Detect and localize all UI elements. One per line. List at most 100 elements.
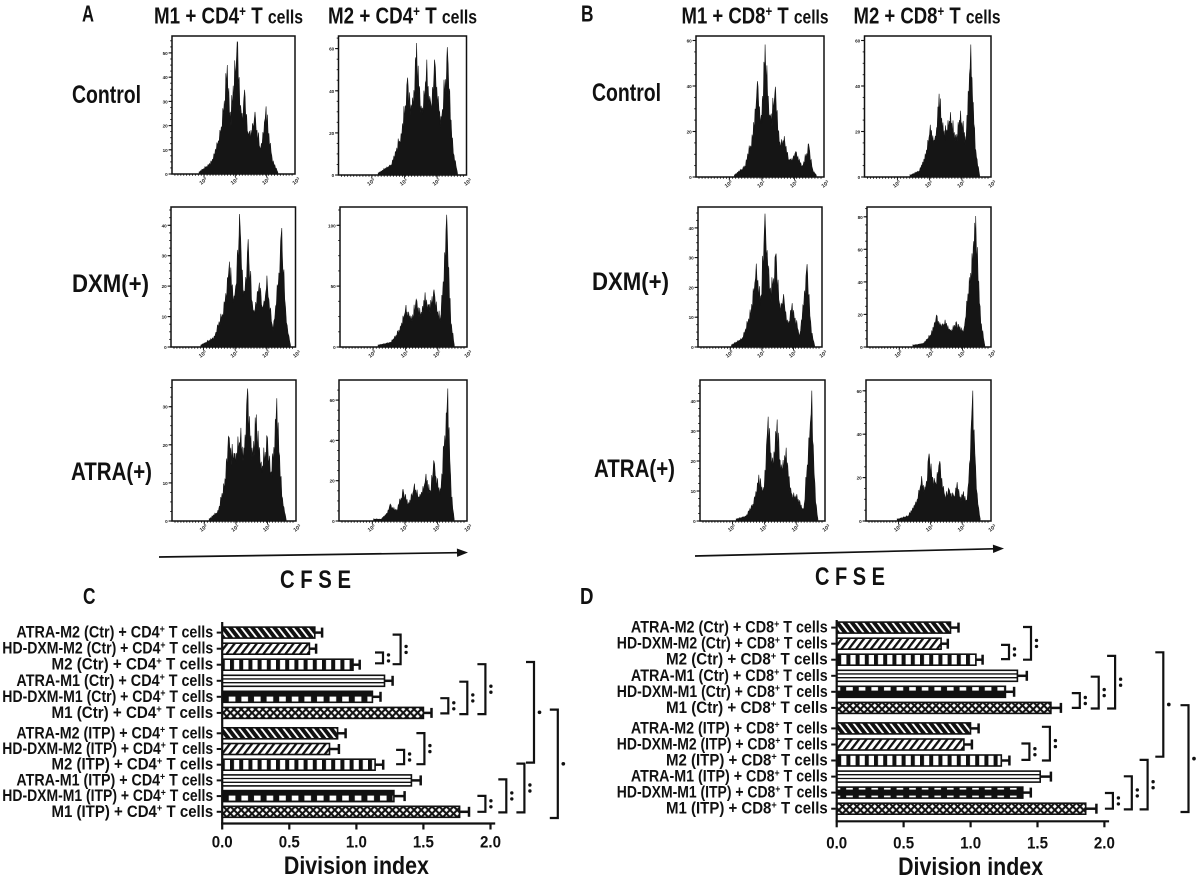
svg-text:+: +: [938, 4, 945, 20]
svg-text:+: +: [156, 656, 162, 667]
svg-text:20: 20: [855, 130, 861, 135]
svg-text:10: 10: [689, 315, 695, 320]
svg-text:40: 40: [857, 432, 863, 437]
svg-text:ATRA-M2 (Ctr) + CD8: ATRA-M2 (Ctr) + CD8: [631, 619, 774, 637]
svg-text:M1 (Ctr) + CD4: M1 (Ctr) + CD4: [52, 704, 157, 722]
svg-text:HD-DXM-M2 (ITP) + CD8: HD-DXM-M2 (ITP) + CD8: [617, 736, 776, 754]
svg-text:0: 0: [858, 175, 861, 180]
svg-text:101: 101: [229, 349, 240, 359]
svg-text:B: B: [581, 1, 594, 27]
svg-text:100: 100: [893, 349, 904, 359]
svg-text:40: 40: [330, 438, 336, 443]
svg-text:M1 (Ctr) + CD8: M1 (Ctr) + CD8: [666, 699, 771, 717]
svg-text:HD-DXM-M1 (ITP) + CD8: HD-DXM-M1 (ITP) + CD8: [617, 784, 776, 802]
svg-text:M2 + CD4: M2 + CD4: [328, 3, 413, 29]
svg-text:100: 100: [893, 523, 904, 533]
svg-text:Division index: Division index: [898, 853, 1043, 877]
svg-text:30: 30: [689, 256, 695, 261]
svg-text:+: +: [775, 736, 780, 747]
svg-text:T cells: T cells: [165, 724, 213, 742]
svg-text:HD-DXM-M2 (Ctr) + CD8: HD-DXM-M2 (Ctr) + CD8: [617, 635, 775, 653]
svg-text:0.0: 0.0: [212, 833, 233, 852]
svg-text:T cells: T cells: [166, 640, 214, 658]
svg-text:M1 + CD8: M1 + CD8: [682, 3, 766, 29]
svg-text:101: 101: [230, 523, 241, 533]
svg-text:102: 102: [788, 349, 799, 359]
svg-text:T cells: T cells: [780, 719, 828, 737]
svg-text:cells: cells: [966, 8, 1001, 29]
svg-text:T cells: T cells: [162, 656, 213, 674]
svg-text:C: C: [83, 583, 96, 609]
svg-text:cells: cells: [268, 8, 303, 29]
svg-text:T cells: T cells: [780, 635, 828, 653]
svg-text:102: 102: [261, 349, 272, 359]
svg-text:103: 103: [292, 523, 303, 533]
svg-text:A: A: [82, 1, 94, 27]
svg-text:M2 (ITP) + CD8: M2 (ITP) + CD8: [666, 752, 771, 770]
svg-text:103: 103: [463, 349, 474, 359]
svg-text:T cells: T cells: [780, 768, 828, 786]
svg-text:0: 0: [165, 519, 168, 524]
svg-text:M2 (Ctr) + CD4: M2 (Ctr) + CD4: [52, 656, 157, 674]
svg-text:T cells: T cells: [166, 688, 214, 706]
svg-text:60: 60: [857, 389, 863, 394]
svg-text:T cells: T cells: [779, 619, 827, 637]
svg-text:0: 0: [691, 345, 694, 350]
svg-text:T cells: T cells: [777, 752, 828, 770]
svg-text:T cells: T cells: [780, 784, 827, 802]
svg-text:T cells: T cells: [165, 771, 213, 789]
svg-text:+: +: [766, 4, 773, 20]
svg-text:0: 0: [333, 345, 336, 350]
svg-text:+: +: [775, 784, 780, 795]
svg-text:0: 0: [859, 519, 862, 524]
svg-text:+: +: [160, 689, 165, 700]
svg-text:HD-DXM-M1 (ITP) + CD4: HD-DXM-M1 (ITP) + CD4: [2, 787, 161, 805]
svg-text:40: 40: [858, 280, 864, 285]
svg-text:40: 40: [687, 84, 693, 89]
svg-text:100: 100: [328, 223, 336, 228]
svg-text:T: T: [944, 3, 966, 29]
svg-text:40: 40: [162, 223, 168, 228]
svg-text:101: 101: [399, 523, 410, 533]
svg-text:60: 60: [858, 247, 864, 252]
svg-text:T cells: T cells: [776, 651, 827, 669]
svg-text:T cells: T cells: [776, 699, 827, 717]
svg-text:20: 20: [687, 130, 693, 135]
svg-text:ATRA-M1 (Ctr) + CD8: ATRA-M1 (Ctr) + CD8: [631, 667, 774, 685]
svg-text:10: 10: [163, 481, 169, 486]
svg-text:100: 100: [724, 349, 735, 359]
svg-text:T cells: T cells: [779, 667, 827, 685]
svg-text:2.0: 2.0: [480, 833, 501, 852]
svg-text:+: +: [160, 673, 165, 684]
svg-text:30: 30: [163, 405, 169, 410]
svg-text:ATRA-M1 (ITP) + CD4: ATRA-M1 (ITP) + CD4: [16, 771, 160, 789]
svg-text:10: 10: [163, 148, 169, 153]
svg-text:20: 20: [858, 312, 864, 317]
svg-text:ATRA-M2 (Ctr) + CD4: ATRA-M2 (Ctr) + CD4: [16, 624, 159, 642]
svg-text:DXM(+): DXM(+): [72, 270, 149, 298]
svg-text:HD-DXM-M2 (Ctr) + CD4: HD-DXM-M2 (Ctr) + CD4: [2, 640, 160, 658]
svg-text:ATRA(+): ATRA(+): [594, 455, 675, 483]
svg-text:+: +: [413, 4, 420, 20]
svg-text:M2 + CD8: M2 + CD8: [854, 3, 938, 29]
svg-text:100: 100: [198, 523, 209, 533]
svg-text:M1 (ITP) + CD4: M1 (ITP) + CD4: [52, 803, 157, 821]
svg-text:HD-DXM-M1 (Ctr) + CD4: HD-DXM-M1 (Ctr) + CD4: [2, 688, 160, 706]
svg-text:Division index: Division index: [284, 852, 429, 877]
svg-text:60: 60: [329, 47, 335, 52]
svg-text:102: 102: [262, 523, 273, 533]
svg-text:1.5: 1.5: [1027, 834, 1048, 853]
svg-text:C F S E: C F S E: [815, 563, 885, 591]
svg-text:+: +: [774, 619, 779, 630]
svg-text:102: 102: [431, 177, 442, 187]
svg-text:0: 0: [165, 172, 168, 177]
svg-text:40: 40: [855, 84, 861, 89]
svg-text:102: 102: [432, 523, 443, 533]
svg-text:102: 102: [789, 179, 800, 189]
svg-text:50: 50: [331, 284, 337, 289]
svg-text:0: 0: [689, 175, 692, 180]
svg-text:60: 60: [855, 39, 861, 44]
svg-text:+: +: [775, 768, 780, 779]
svg-text:+: +: [771, 752, 777, 763]
svg-text:100: 100: [198, 349, 209, 359]
